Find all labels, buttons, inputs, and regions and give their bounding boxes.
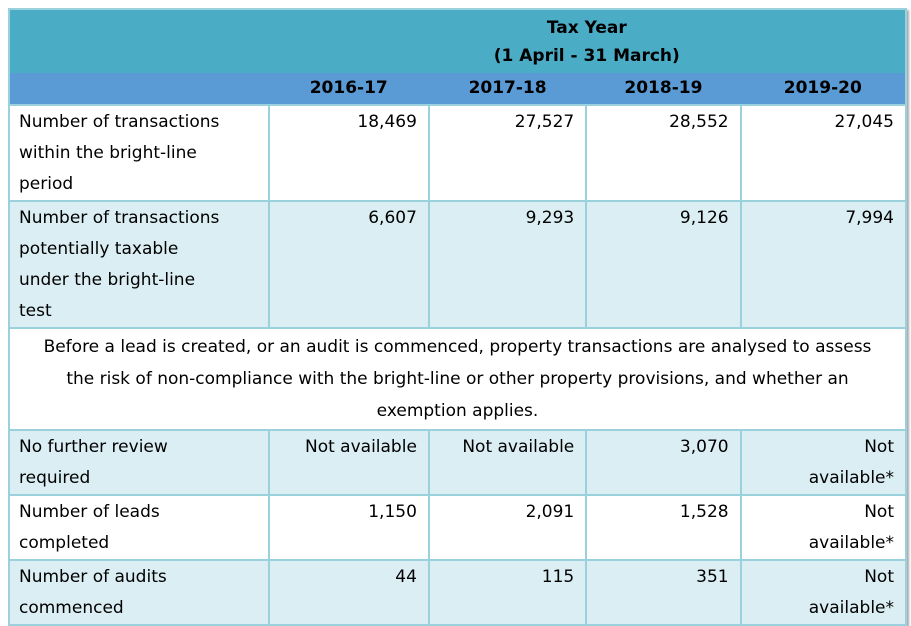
value-cell: 9,126 [585,200,742,329]
row-label: Number of transactions within the bright… [8,104,270,202]
row-label: Number of transactions potentially taxab… [8,200,270,329]
table-row: Number of leads completed 1,150 2,091 1,… [8,494,908,561]
table-row: No further review required Not available… [8,429,908,496]
value-cell: 351 [585,559,742,626]
value-cell: Not available* [739,429,908,496]
tax-year-title-line2: (1 April - 31 March) [493,45,680,66]
value-cell: 6,607 [267,200,430,329]
analysis-note: Before a lead is created, or an audit is… [8,327,907,431]
value-cell: 28,552 [585,104,742,202]
value-cell: 18,469 [267,104,430,202]
value-cell: Not available* [739,494,908,561]
year-header-2018-19: 2018-19 [586,73,741,105]
table-row: Number of transactions potentially taxab… [8,200,908,329]
tax-year-table: Tax Year (1 April - 31 March) 2016-17 20… [8,8,908,626]
value-cell: 2,091 [427,494,588,561]
value-cell: Not available* [739,559,908,626]
year-header-empty-cell [9,73,269,105]
value-cell: 27,045 [739,104,908,202]
year-header-2016-17: 2016-17 [268,73,429,105]
row-label: No further review required [8,429,270,496]
value-cell: 9,293 [427,200,588,329]
value-cell: 44 [267,559,430,626]
value-cell: Not available [427,429,588,496]
table-row: Number of audits commenced 44 115 351 No… [8,559,908,626]
note-row: Before a lead is created, or an audit is… [8,327,907,431]
value-cell: 27,527 [427,104,588,202]
value-cell: 1,528 [585,494,742,561]
value-cell: Not available [267,429,430,496]
value-cell: 3,070 [585,429,742,496]
year-header-2017-18: 2017-18 [428,73,587,105]
row-label: Number of audits commenced [8,559,270,626]
year-header-row: 2016-17 2017-18 2018-19 2019-20 [9,73,906,105]
value-cell: 7,994 [739,200,908,329]
header-corner-cell [9,9,269,73]
table-header-row: Tax Year (1 April - 31 March) [9,9,906,73]
table-row: Number of transactions within the bright… [8,104,908,202]
tax-year-title-line1: Tax Year [546,17,627,38]
year-header-2019-20: 2019-20 [740,73,906,105]
value-cell: 1,150 [267,494,430,561]
tax-year-header-cell: Tax Year (1 April - 31 March) [268,9,906,73]
row-label: Number of leads completed [8,494,270,561]
value-cell: 115 [427,559,588,626]
